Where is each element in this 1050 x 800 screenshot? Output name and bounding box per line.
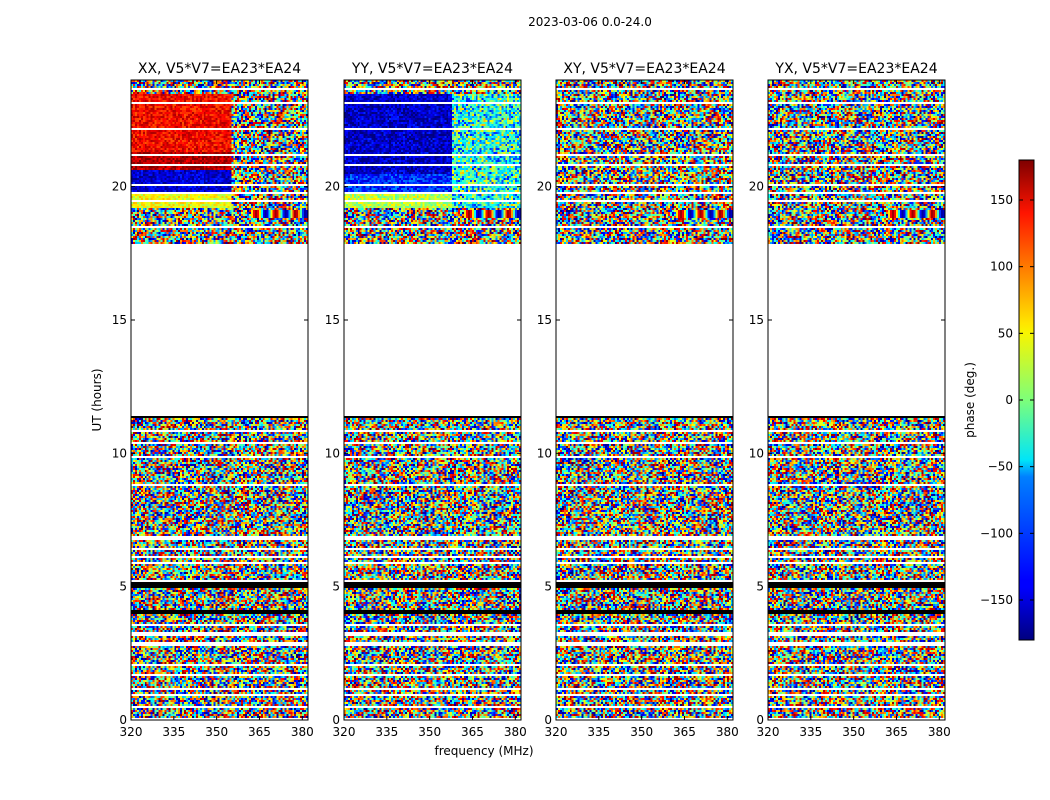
x-tick-label: 380 [716, 725, 739, 739]
y-tick-label: 0 [332, 713, 340, 727]
heatmap-image-xx [131, 80, 308, 720]
x-tick-label: 320 [757, 725, 780, 739]
panel-title-xx: XX, V5*V7=EA23*EA24 [138, 61, 301, 77]
y-tick-label: 20 [749, 180, 764, 194]
y-tick-label: 5 [544, 580, 552, 594]
colorbar-tick-label: −100 [980, 526, 1013, 540]
colorbar-tick-label: −150 [980, 593, 1013, 607]
x-tick-label: 320 [333, 725, 356, 739]
y-tick-label: 0 [119, 713, 127, 727]
x-tick-label: 365 [885, 725, 908, 739]
heatmap-image-xy [556, 80, 733, 720]
x-tick-label: 335 [799, 725, 822, 739]
y-tick-label: 15 [112, 313, 127, 327]
y-tick-label: 15 [537, 313, 552, 327]
axes-frame-xx [130, 79, 309, 721]
x-tick-label: 380 [504, 725, 527, 739]
x-tick-label: 350 [842, 725, 865, 739]
heatmap-image-yy [344, 80, 521, 720]
x-tick-label: 320 [545, 725, 568, 739]
y-tick-label: 5 [756, 580, 764, 594]
y-tick-label: 10 [325, 446, 340, 460]
x-tick-label: 380 [928, 725, 951, 739]
axes-frame-xy [555, 79, 734, 721]
axes-frame-yy [343, 79, 522, 721]
y-tick-label: 15 [325, 313, 340, 327]
colorbar-tick-label: 150 [990, 193, 1013, 207]
colorbar: 150 100 50 0 −50 −100 −150 phase (deg.) [963, 159, 1035, 641]
y-tick-label: 20 [112, 180, 127, 194]
x-tick-label: 350 [418, 725, 441, 739]
x-tick-label: 365 [248, 725, 271, 739]
panel-title-yx: YX, V5*V7=EA23*EA24 [774, 61, 937, 77]
y-tick-label: 15 [749, 313, 764, 327]
x-tick-label: 380 [291, 725, 314, 739]
y-tick-label: 5 [119, 580, 127, 594]
colorbar-label: phase (deg.) [963, 362, 977, 438]
y-tick-label: 5 [332, 580, 340, 594]
axes-frame-yx [767, 79, 946, 721]
colorbar-tick-label: −50 [988, 460, 1013, 474]
x-tick-label: 365 [673, 725, 696, 739]
panels-layer: XX, V5*V7=EA23*EA24 320 335 350 365 380 0 5 10 15… [112, 61, 951, 739]
x-tick-label: 335 [375, 725, 398, 739]
x-tick-label: 320 [120, 725, 143, 739]
panel-title-xy: XY, V5*V7=EA23*EA24 [563, 61, 725, 77]
x-axis-label: frequency (MHz) [434, 744, 533, 758]
y-axis-label: UT (hours) [90, 368, 104, 431]
colorbar-tick-label: 100 [990, 260, 1013, 274]
x-tick-label: 350 [630, 725, 653, 739]
x-tick-label: 335 [162, 725, 185, 739]
y-tick-label: 10 [112, 446, 127, 460]
colorbar-tick-label: 0 [1005, 393, 1013, 407]
colorbar-ticks: 150 100 50 0 −50 −100 −150 [980, 193, 1034, 607]
y-tick-label: 10 [537, 446, 552, 460]
heatmap-image-yx [768, 80, 945, 720]
x-tick-label: 365 [461, 725, 484, 739]
y-tick-label: 0 [756, 713, 764, 727]
y-tick-label: 20 [537, 180, 552, 194]
colorbar-tick-label: 50 [998, 326, 1013, 340]
x-tick-label: 335 [587, 725, 610, 739]
panel-title-yy: YY, V5*V7=EA23*EA24 [351, 61, 513, 77]
figure-suptitle: 2023-03-06 0.0-24.0 [528, 15, 652, 29]
y-tick-label: 0 [544, 713, 552, 727]
y-tick-label: 20 [325, 180, 340, 194]
y-tick-label: 10 [749, 446, 764, 460]
x-tick-label: 350 [205, 725, 228, 739]
